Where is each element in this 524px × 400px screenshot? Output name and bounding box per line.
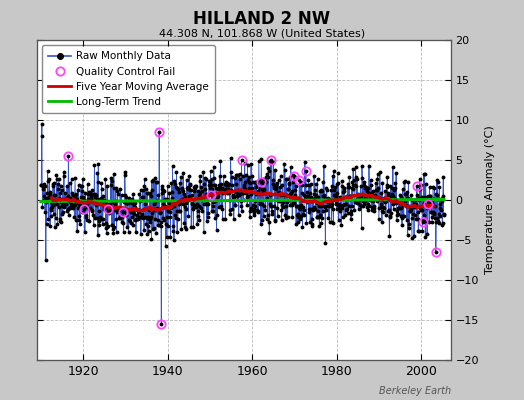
Text: 44.308 N, 101.868 W (United States): 44.308 N, 101.868 W (United States) (159, 28, 365, 38)
Text: HILLAND 2 NW: HILLAND 2 NW (193, 10, 331, 28)
Y-axis label: Temperature Anomaly (°C): Temperature Anomaly (°C) (485, 126, 495, 274)
Legend: Raw Monthly Data, Quality Control Fail, Five Year Moving Average, Long-Term Tren: Raw Monthly Data, Quality Control Fail, … (42, 45, 215, 113)
Text: Berkeley Earth: Berkeley Earth (378, 386, 451, 396)
